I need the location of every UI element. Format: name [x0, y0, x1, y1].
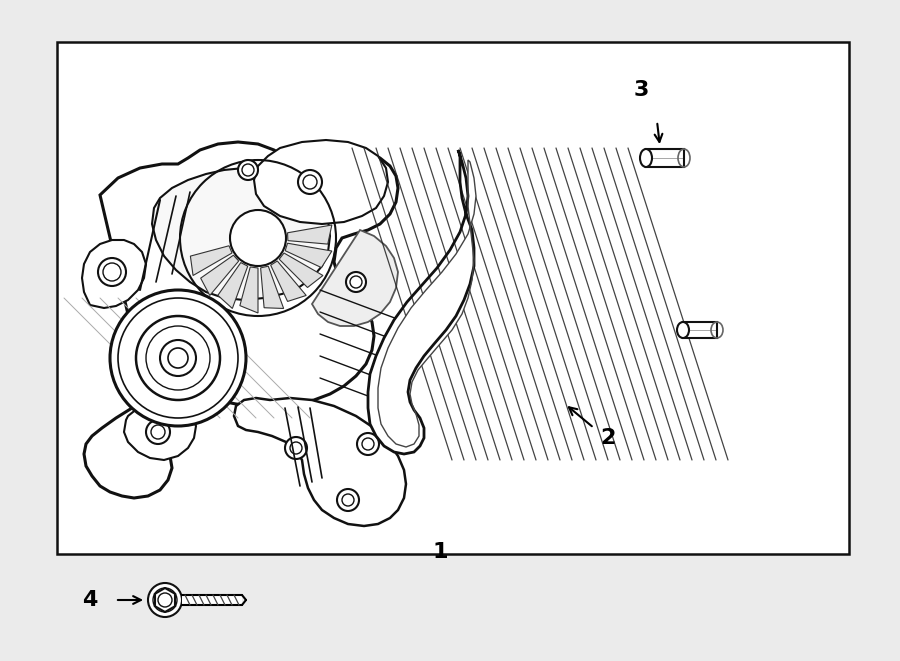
Bar — [182, 594, 242, 606]
Polygon shape — [124, 404, 196, 460]
Polygon shape — [84, 142, 398, 498]
Circle shape — [357, 433, 379, 455]
Polygon shape — [285, 243, 332, 268]
Polygon shape — [234, 398, 406, 526]
Circle shape — [160, 340, 196, 376]
Text: 1: 1 — [432, 542, 448, 562]
Polygon shape — [82, 240, 146, 308]
Polygon shape — [152, 168, 330, 300]
Circle shape — [148, 583, 182, 617]
Polygon shape — [218, 262, 248, 309]
Circle shape — [98, 258, 126, 286]
Polygon shape — [368, 150, 474, 454]
Polygon shape — [201, 255, 239, 295]
Circle shape — [285, 437, 307, 459]
Circle shape — [110, 290, 246, 426]
Text: 3: 3 — [634, 80, 649, 100]
Bar — [646, 149, 684, 167]
Polygon shape — [271, 261, 306, 301]
Bar — [683, 322, 717, 338]
Text: 2: 2 — [600, 428, 616, 448]
Circle shape — [230, 210, 286, 266]
Bar — [683, 322, 717, 338]
Circle shape — [346, 272, 366, 292]
Ellipse shape — [640, 149, 652, 167]
Text: 4: 4 — [82, 590, 98, 610]
Polygon shape — [279, 253, 323, 288]
Bar — [646, 149, 684, 167]
Bar — [57, 42, 849, 554]
Circle shape — [136, 316, 220, 400]
Circle shape — [337, 489, 359, 511]
Polygon shape — [254, 140, 388, 224]
Polygon shape — [191, 246, 232, 276]
Polygon shape — [261, 266, 284, 309]
Circle shape — [238, 160, 258, 180]
Polygon shape — [378, 160, 476, 447]
Circle shape — [298, 170, 322, 194]
Polygon shape — [287, 225, 332, 244]
Ellipse shape — [677, 322, 689, 338]
Polygon shape — [312, 230, 398, 326]
Circle shape — [168, 348, 188, 368]
Polygon shape — [240, 267, 258, 313]
Circle shape — [146, 420, 170, 444]
